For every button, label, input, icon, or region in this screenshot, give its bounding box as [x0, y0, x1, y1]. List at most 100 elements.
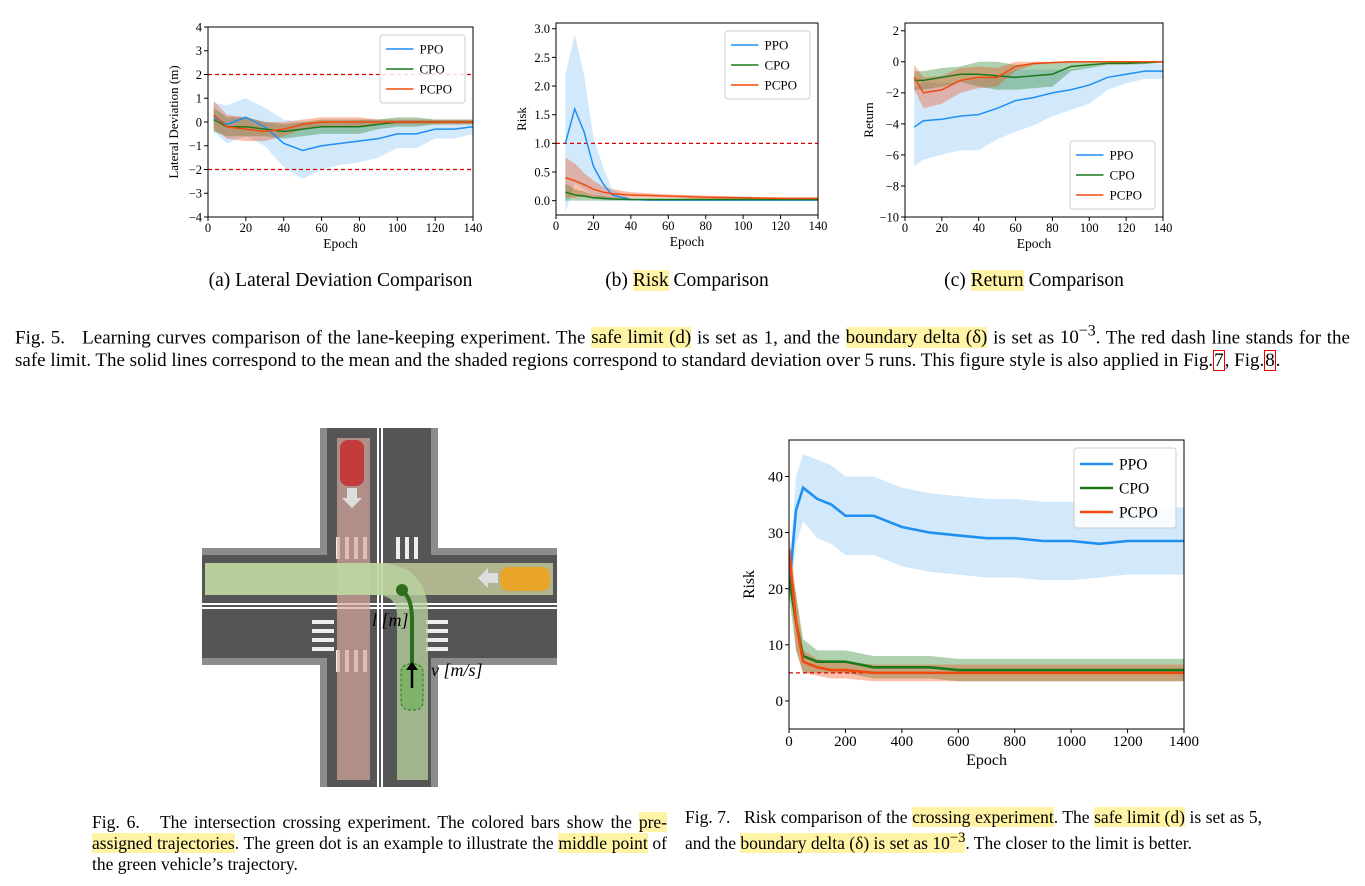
x-tick-label: 0: [205, 221, 211, 235]
caption-text: . The: [1053, 807, 1095, 827]
y-tick-label: 40: [768, 470, 783, 486]
direction-arrow: [478, 568, 498, 588]
x-tick-label: 60: [662, 219, 675, 233]
mean-line: [914, 61, 1163, 82]
center-line: [202, 607, 557, 609]
x-tick-label: 60: [315, 221, 328, 235]
x-tick-label: 0: [785, 734, 793, 750]
legend-label: PPO: [420, 41, 444, 56]
mean-line: [213, 114, 473, 133]
legend-box: [724, 30, 811, 100]
x-tick-label: 400: [891, 734, 914, 750]
y-tick-label: 0: [893, 55, 899, 69]
caption-text: . The closer to the limit is better.: [965, 832, 1193, 853]
caption-text: Comparison: [1023, 270, 1124, 291]
plot-area: [556, 34, 818, 213]
x-tick-label: 140: [1154, 221, 1173, 235]
legend-box: [1069, 140, 1156, 210]
caption-text: Fig. 5. Learning curves comparison of th…: [15, 327, 592, 349]
red-car: [340, 440, 364, 486]
legend: PPO CPO PCPO: [724, 30, 811, 100]
y-tick-label: 2.5: [534, 51, 550, 65]
subfigure-caption: (a) Lateral Deviation Comparison: [141, 270, 541, 292]
highlight: boundary delta (δ) is set as 10−3: [740, 830, 966, 853]
y-tick-label: −1: [189, 139, 202, 153]
mean-line: [213, 116, 473, 152]
x-tick-label: 40: [277, 221, 290, 235]
y-tick-label: 3.0: [534, 22, 550, 36]
x-tick-label: 1200: [1113, 734, 1143, 750]
x-tick-label: 60: [1009, 221, 1022, 235]
highlight: safe limit (d): [591, 327, 692, 349]
y-tick-label: 10: [768, 638, 783, 654]
std-band: [565, 157, 818, 200]
y-tick-label: 1.5: [534, 108, 550, 122]
x-axis-label: Epoch: [670, 234, 705, 249]
legend-label: PCPO: [1110, 187, 1143, 202]
figure-ref: 7: [1213, 350, 1225, 372]
y-tick-label: 1: [196, 92, 202, 106]
highlight: Return: [970, 270, 1024, 291]
highlight: Risk: [632, 270, 669, 291]
caption-text: pre-assigned trajectories: [92, 812, 667, 853]
y-tick-label: −8: [886, 179, 899, 193]
std-band: [914, 61, 1163, 109]
x-tick-label: 800: [1003, 734, 1026, 750]
caption-text: boundary delta (δ) is set as 10: [740, 832, 950, 853]
x-tick-label: 120: [1117, 221, 1136, 235]
legend-label: CPO: [765, 57, 790, 72]
legend-label: CPO: [1110, 167, 1135, 182]
y-tick-label: 2.0: [534, 79, 550, 93]
mean-line: [789, 577, 1184, 672]
x-tick-label: 1000: [1056, 734, 1086, 750]
legend-label: PCPO: [420, 81, 453, 96]
x-tick-label: 20: [240, 221, 253, 235]
caption-text: Fig. 6. The intersection crossing experi…: [92, 812, 639, 832]
caption-text: 7: [1214, 350, 1224, 372]
y-axis-label: Risk: [514, 107, 529, 131]
chart: 0 20 40 60 80 100 120 140 0.0 0.5 1.0 1.5 2.0 2.5 3.0 E…: [514, 22, 827, 249]
std-band: [789, 532, 1184, 682]
x-tick-label: 1400: [1169, 734, 1199, 750]
center-line: [202, 603, 557, 605]
legend-label: CPO: [420, 61, 445, 76]
x-tick-label: 40: [972, 221, 985, 235]
chart: 0 20 40 60 80 100 120 140 −4 −3 −2 −1 0 1 2 3 4 Epoch Late…: [166, 20, 482, 251]
highlight: boundary delta (δ): [845, 327, 988, 349]
x-tick-label: 120: [426, 221, 445, 235]
legend-label: PPO: [765, 37, 789, 52]
caption-text: is set as 5, and the: [685, 807, 1267, 853]
caption-math: 10−3: [1060, 323, 1096, 348]
y-tick-label: 0: [776, 694, 784, 710]
caption-text: .: [1275, 350, 1281, 372]
mean-line: [913, 61, 1163, 94]
x-tick-label: 80: [699, 219, 712, 233]
x-tick-label: 100: [388, 221, 407, 235]
caption-text: 8: [1265, 350, 1275, 372]
x-tick-label: 0: [553, 219, 559, 233]
y-axis-label: Lateral Deviation (m): [166, 65, 181, 178]
y-tick-label: 4: [196, 20, 203, 34]
legend: PPO CPO PCPO: [1069, 140, 1156, 210]
y-tick-label: 0.5: [534, 165, 550, 179]
plot-area: [913, 61, 1163, 166]
mean-line: [789, 485, 1184, 589]
caption-text: . The green dot is an example to illustr…: [234, 833, 559, 853]
x-tick-label: 40: [625, 219, 638, 233]
caption-text: , Fig.: [1224, 350, 1265, 372]
distance-label: l [m]: [372, 610, 409, 630]
superscript: −3: [1078, 323, 1096, 340]
x-axis-label: Epoch: [323, 236, 358, 251]
mean-line: [565, 191, 818, 201]
caption-text: middle point: [558, 833, 648, 853]
legend-label: PPO: [1119, 456, 1147, 473]
x-tick-label: 120: [771, 219, 790, 233]
y-tick-label: −6: [886, 148, 899, 162]
axes-frame: [555, 22, 819, 216]
y-tick-label: 20: [768, 582, 783, 598]
chart: 0 200 400 600 800 1000 1200 1400 0 10 20 30 40 Epoch R…: [741, 439, 1199, 769]
x-tick-label: 140: [464, 221, 483, 235]
y-tick-label: −4: [189, 210, 203, 224]
legend-label: PCPO: [1119, 504, 1158, 521]
